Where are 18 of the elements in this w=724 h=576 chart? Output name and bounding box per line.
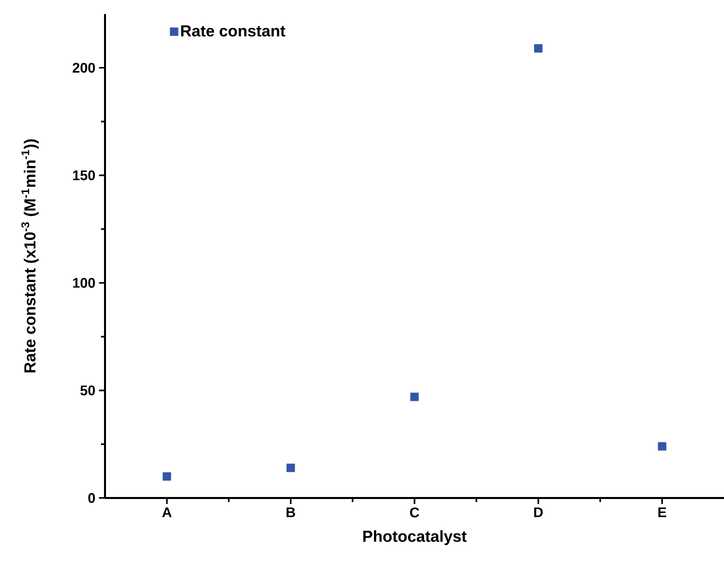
point [534, 44, 543, 53]
x-tick-label: B [286, 508, 296, 518]
y-tick-label: 150 [73, 170, 95, 180]
point [162, 472, 172, 481]
y-tick-label: 50 [80, 385, 95, 396]
point [410, 392, 419, 402]
point [286, 464, 295, 472]
x-tick-label: A [162, 508, 172, 518]
x-tick-label: E [658, 508, 666, 518]
y-tick-label: 200 [72, 62, 95, 73]
y-tick-label: 100 [73, 278, 95, 288]
legend-label: Rate constant [181, 25, 286, 37]
y-tick-label: 0 [88, 493, 95, 503]
y-axis-title: Rate constant (x10$^{-3}$ (M$^{-1}$min$^{-1}$)) [21, 139, 39, 372]
x-tick-label: D [534, 508, 543, 518]
x-axis-title: Photocatalyst [363, 530, 467, 546]
point [658, 442, 666, 451]
x-tick-label: C [410, 507, 420, 518]
